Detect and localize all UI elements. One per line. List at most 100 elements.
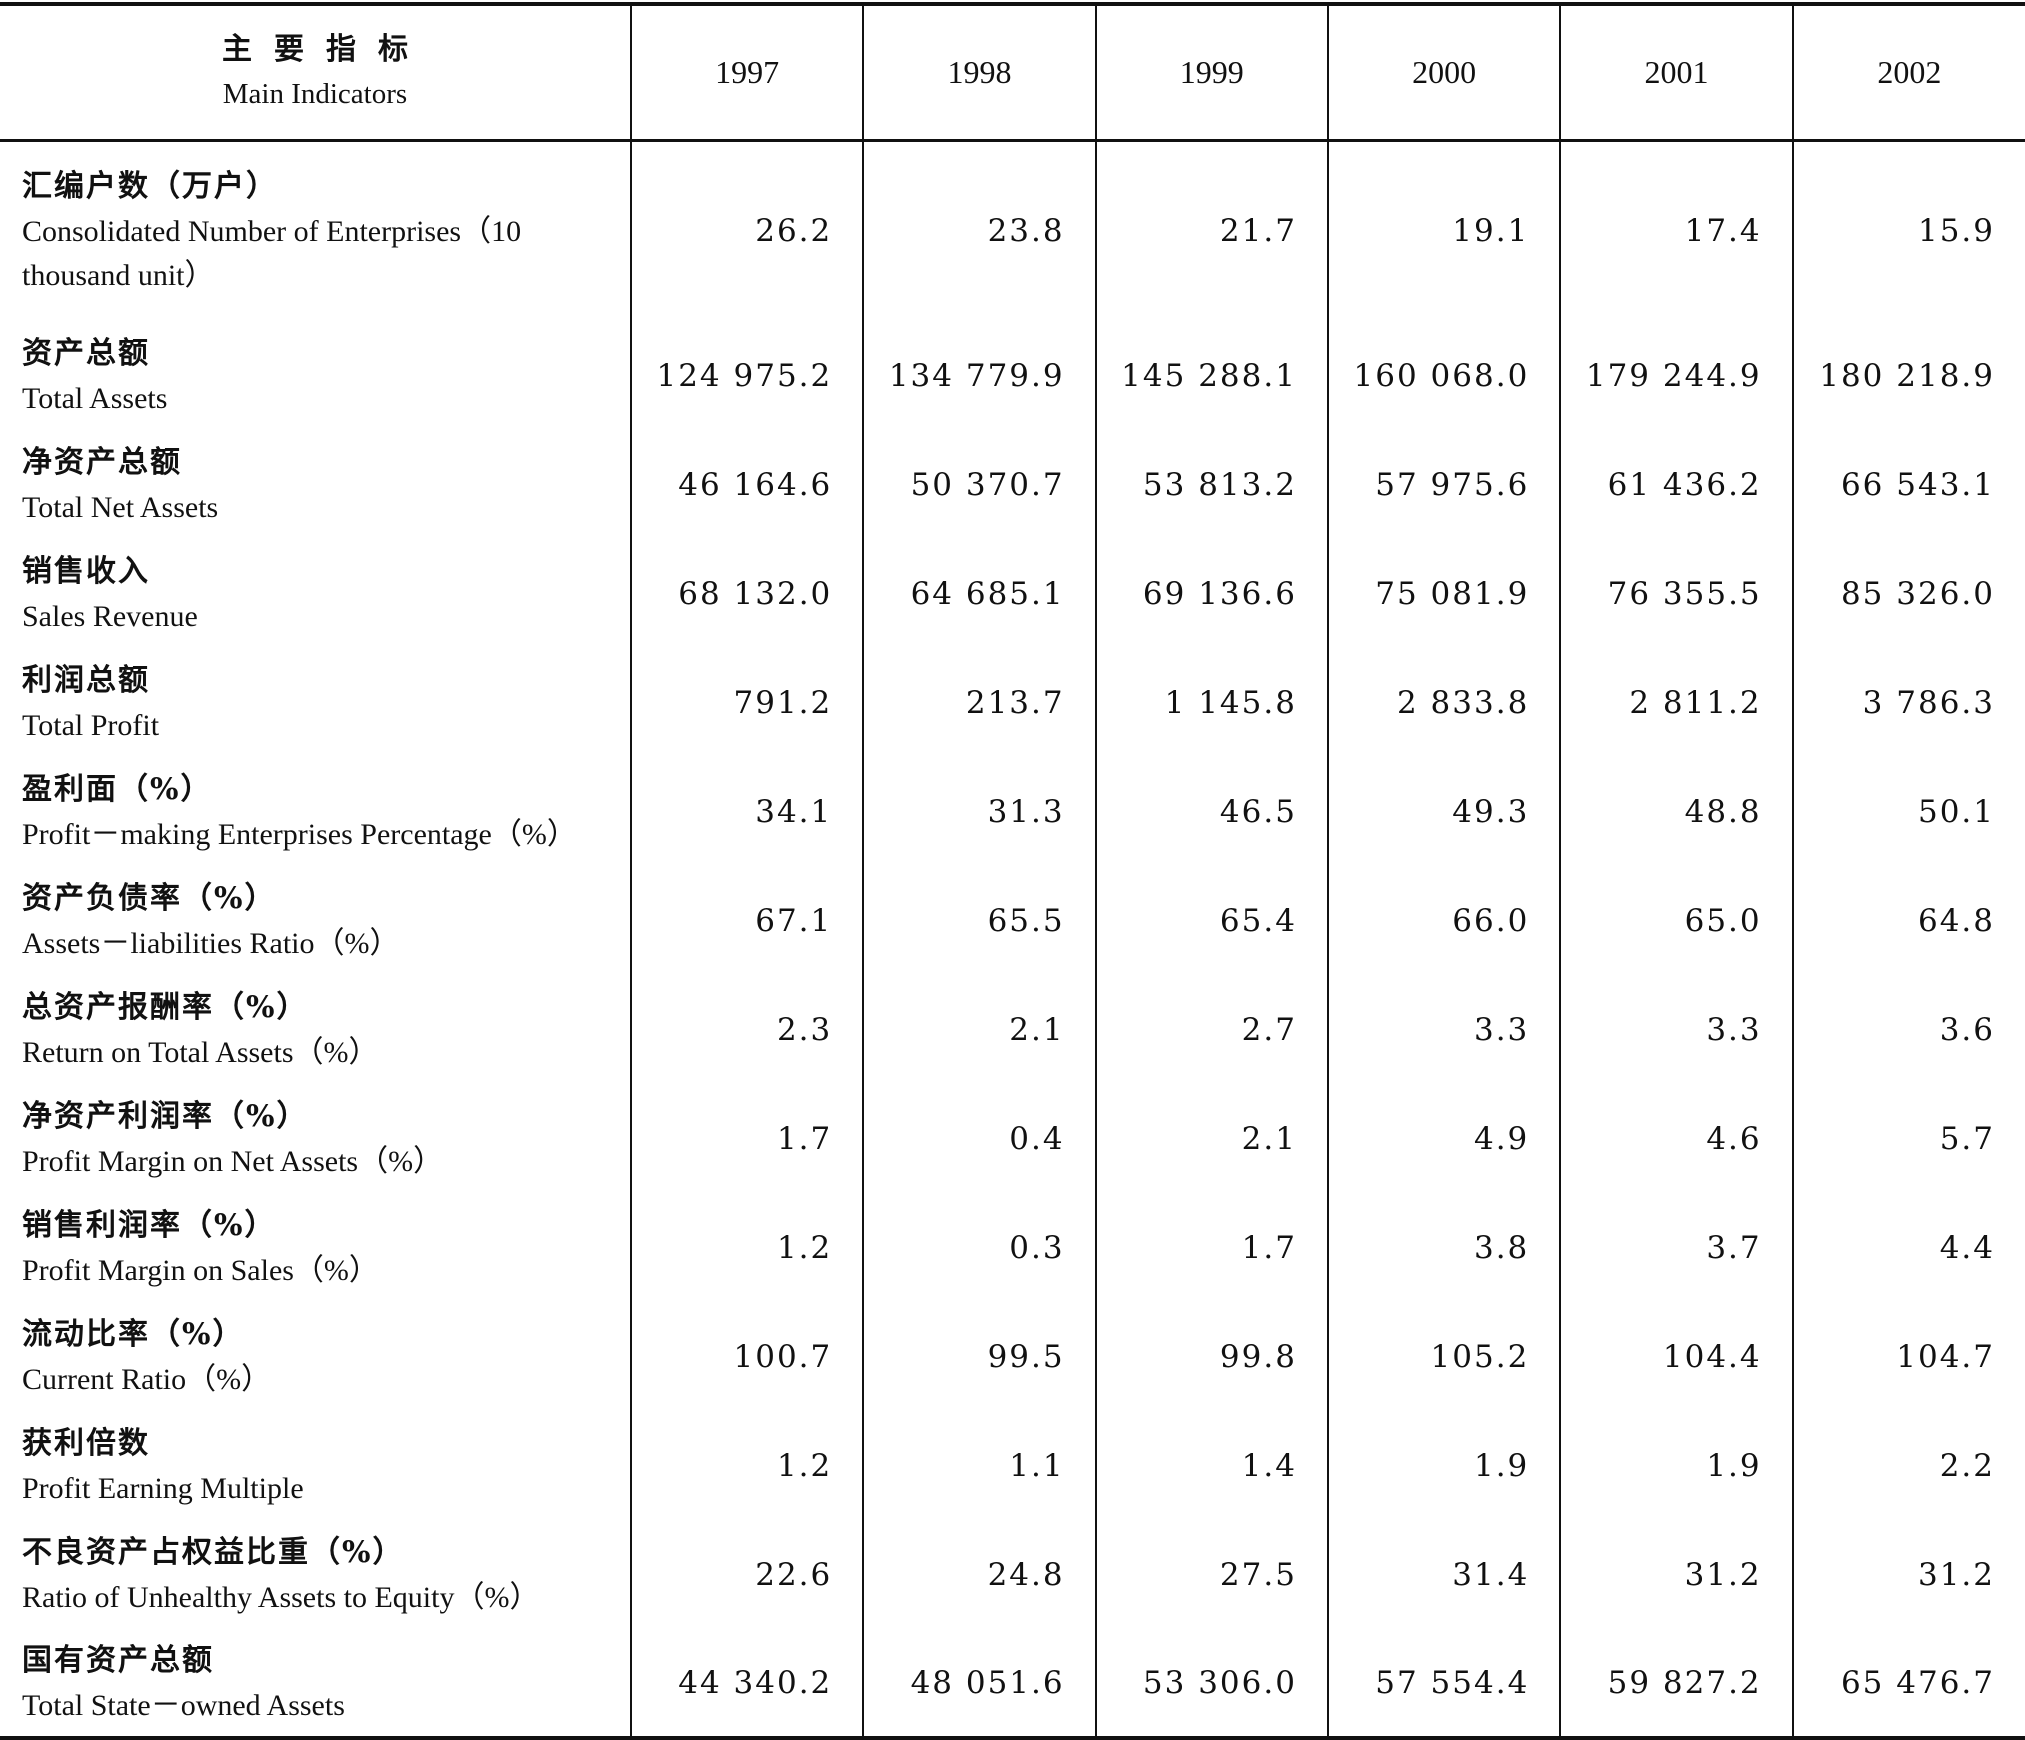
indicator-name-cn: 利润总额 [22, 662, 150, 698]
value-cell-1997: 1.2 [629, 1193, 864, 1302]
table-row: 汇编户数（万户） Consolidated Number of Enterpris… [0, 140, 2025, 321]
value-cell-2002: 31.2 [1791, 1520, 2025, 1629]
value-cell-1997: 44 340.2 [629, 1629, 864, 1740]
value-cell-1997: 26.2 [629, 140, 864, 321]
value-cell-1999: 21.7 [1094, 140, 1328, 321]
value-cell-1998: 24.8 [862, 1520, 1096, 1629]
value-cell-2000: 3.3 [1326, 975, 1561, 1084]
value-cell-1998: 23.8 [862, 140, 1096, 321]
table-row: 资产负债率（%） Assets－liabilities Ratio（%） 67.1 6… [0, 866, 2025, 975]
indicator-label-cell: 国有资产总额 Total State－owned Assets [0, 1629, 631, 1740]
value-cell-1998: 65.5 [862, 866, 1096, 975]
indicator-name-cn: 国有资产总额 [22, 1642, 214, 1678]
indicator-label-cell: 盈利面（%） Profit－making Enterprises Percenta… [0, 757, 631, 866]
table-row: 销售收入 Sales Revenue 68 132.0 64 685.1 69 136.… [0, 539, 2025, 648]
value-cell-2001: 1.9 [1559, 1411, 1793, 1520]
indicator-name-en: Profit Margin on Sales（%） [22, 1253, 379, 1287]
value-cell-2000: 4.9 [1326, 1084, 1561, 1193]
value-cell-1998: 0.3 [862, 1193, 1096, 1302]
indicator-name-en: Profit Earning Multiple [22, 1471, 304, 1505]
value-cell-1997: 68 132.0 [629, 539, 864, 648]
value-cell-2002: 180 218.9 [1791, 321, 2025, 430]
value-cell-2000: 160 068.0 [1326, 321, 1561, 430]
table-row: 盈利面（%） Profit－making Enterprises Percenta… [0, 757, 2025, 866]
value-cell-1999: 145 288.1 [1094, 321, 1328, 430]
value-cell-1999: 2.1 [1094, 1084, 1328, 1193]
value-cell-2002: 50.1 [1791, 757, 2025, 866]
value-cell-1997: 124 975.2 [629, 321, 864, 430]
indicator-label-cell: 汇编户数（万户） Consolidated Number of Enterpris… [0, 140, 631, 321]
indicator-name-en: Total State－owned Assets [22, 1688, 345, 1722]
table-row: 总资产报酬率（%） Return on Total Assets（%） 2.3 2.1… [0, 975, 2025, 1084]
indicator-label-cell: 获利倍数 Profit Earning Multiple [0, 1411, 631, 1520]
value-cell-1997: 46 164.6 [629, 430, 864, 539]
indicator-name-en: Assets－liabilities Ratio（%） [22, 926, 400, 960]
value-cell-2000: 49.3 [1326, 757, 1561, 866]
value-cell-1998: 31.3 [862, 757, 1096, 866]
value-cell-1997: 1.7 [629, 1084, 864, 1193]
table-row: 净资产利润率（%） Profit Margin on Net Assets（%） 1… [0, 1084, 2025, 1193]
indicator-name-cn: 不良资产占权益比重（%） [22, 1534, 405, 1570]
header-year-1999: 1999 [1094, 2, 1328, 142]
value-cell-1997: 34.1 [629, 757, 864, 866]
header-label-en: Main Indicators [222, 78, 408, 111]
table-body: 汇编户数（万户） Consolidated Number of Enterpris… [0, 140, 2025, 1740]
table-row: 国有资产总额 Total State－owned Assets 44 340.2 48… [0, 1629, 2025, 1740]
value-cell-1999: 65.4 [1094, 866, 1328, 975]
value-cell-1997: 22.6 [629, 1520, 864, 1629]
indicator-name-en: Return on Total Assets（%） [22, 1035, 379, 1069]
value-cell-2001: 17.4 [1559, 140, 1793, 321]
value-cell-2002: 85 326.0 [1791, 539, 2025, 648]
table-row: 流动比率（%） Current Ratio（%） 100.7 99.5 99.8 105.… [0, 1302, 2025, 1411]
indicator-name-cn: 净资产利润率（%） [22, 1098, 309, 1134]
value-cell-2000: 19.1 [1326, 140, 1561, 321]
value-cell-2001: 3.7 [1559, 1193, 1793, 1302]
indicator-label-cell: 资产总额 Total Assets [0, 321, 631, 430]
indicator-name-en: Current Ratio（%） [22, 1362, 272, 1396]
indicator-name-cn: 资产总额 [22, 335, 150, 371]
indicator-name-cn: 资产负债率（%） [22, 880, 277, 916]
indicator-name-cn: 销售利润率（%） [22, 1207, 277, 1243]
value-cell-2002: 3.6 [1791, 975, 2025, 1084]
indicator-label-cell: 净资产利润率（%） Profit Margin on Net Assets（%） [0, 1084, 631, 1193]
value-cell-1999: 46.5 [1094, 757, 1328, 866]
header-indicator-cell: 主要指标 Main Indicators [0, 2, 631, 142]
indicator-label-cell: 不良资产占权益比重（%） Ratio of Unhealthy Assets to… [0, 1520, 631, 1629]
value-cell-1998: 48 051.6 [862, 1629, 1096, 1740]
indicator-name-en: Consolidated Number of Enterprises（10 th… [22, 215, 522, 293]
indicator-name-cn: 流动比率（%） [22, 1316, 245, 1352]
value-cell-1999: 69 136.6 [1094, 539, 1328, 648]
value-cell-2001: 31.2 [1559, 1520, 1793, 1629]
value-cell-2000: 57 975.6 [1326, 430, 1561, 539]
indicator-name-cn: 净资产总额 [22, 444, 182, 480]
indicator-name-en: Total Assets [22, 381, 168, 415]
indicator-name-en: Profit－making Enterprises Percentage（%） [22, 817, 577, 851]
indicator-name-en: Sales Revenue [22, 599, 198, 633]
header-row: 主要指标 Main Indicators 1997 1998 1999 2000… [0, 2, 2025, 142]
header-label-cn: 主要指标 [221, 32, 430, 68]
value-cell-1999: 53 813.2 [1094, 430, 1328, 539]
value-cell-1997: 2.3 [629, 975, 864, 1084]
value-cell-1998: 99.5 [862, 1302, 1096, 1411]
indicator-name-cn: 获利倍数 [22, 1425, 150, 1461]
indicator-label-cell: 利润总额 Total Profit [0, 648, 631, 757]
value-cell-2001: 59 827.2 [1559, 1629, 1793, 1740]
value-cell-1999: 53 306.0 [1094, 1629, 1328, 1740]
header-year-2001: 2001 [1559, 2, 1793, 142]
header-year-2000: 2000 [1326, 2, 1561, 142]
value-cell-1999: 2.7 [1094, 975, 1328, 1084]
indicator-name-cn: 总资产报酬率（%） [22, 989, 309, 1025]
value-cell-1999: 1 145.8 [1094, 648, 1328, 757]
value-cell-2002: 66 543.1 [1791, 430, 2025, 539]
value-cell-1999: 1.7 [1094, 1193, 1328, 1302]
value-cell-2002: 2.2 [1791, 1411, 2025, 1520]
value-cell-1997: 100.7 [629, 1302, 864, 1411]
value-cell-2002: 5.7 [1791, 1084, 2025, 1193]
indicator-name-en: Ratio of Unhealthy Assets to Equity（%） [22, 1580, 540, 1614]
header-year-1997: 1997 [629, 2, 864, 142]
table-header: 主要指标 Main Indicators 1997 1998 1999 2000… [0, 2, 2025, 142]
table-row: 销售利润率（%） Profit Margin on Sales（%） 1.2 0.3 1… [0, 1193, 2025, 1302]
value-cell-1999: 99.8 [1094, 1302, 1328, 1411]
value-cell-2000: 1.9 [1326, 1411, 1561, 1520]
